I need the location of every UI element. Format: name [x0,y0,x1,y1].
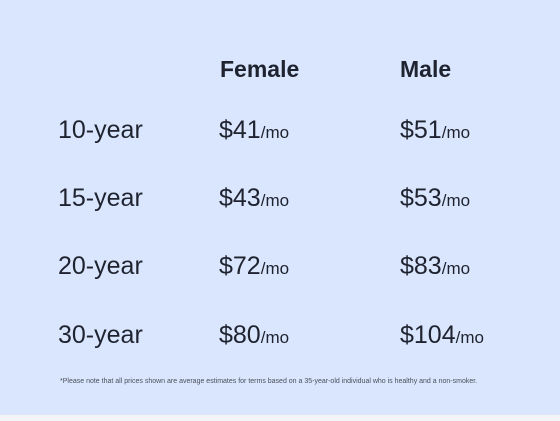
term-label: 10-year [58,116,143,144]
male-price-amount: $83 [400,252,442,280]
female-price-amount: $43 [219,184,261,212]
table-row: 20-year $72/mo $83/mo [0,252,560,292]
term-label: 20-year [58,252,143,280]
price-unit: /mo [441,191,471,210]
disclaimer-footnote: *Please note that all prices shown are a… [60,378,478,385]
male-price: $104/mo [400,321,484,350]
male-price: $53/mo [400,184,470,213]
female-price: $72/mo [219,252,289,281]
term-label: 30-year [58,321,143,349]
male-price-amount: $51 [400,116,442,144]
table-row: 15-year $43/mo $53/mo [0,184,560,224]
female-price: $43/mo [219,184,289,213]
price-unit: /mo [455,328,484,347]
price-unit: /mo [441,259,471,278]
female-price-amount: $41 [219,116,261,144]
male-price: $83/mo [400,252,470,281]
table-row: 30-year $80/mo $104/mo [0,321,560,361]
price-unit: /mo [260,191,290,210]
price-unit: /mo [260,259,290,278]
price-unit: /mo [260,123,290,142]
male-price: $51/mo [400,116,470,145]
table-row: 10-year $41/mo $51/mo [0,116,560,156]
female-price-amount: $72 [219,252,261,280]
male-price-amount: $104 [400,321,456,349]
term-label: 15-year [58,184,143,212]
female-price: $80/mo [219,321,289,350]
header-male: Male [400,56,452,82]
male-price-amount: $53 [400,184,442,212]
female-price-amount: $80 [219,321,261,349]
female-price: $41/mo [219,116,289,145]
price-unit: /mo [441,123,471,142]
price-unit: /mo [260,328,290,347]
header-female: Female [220,56,300,82]
